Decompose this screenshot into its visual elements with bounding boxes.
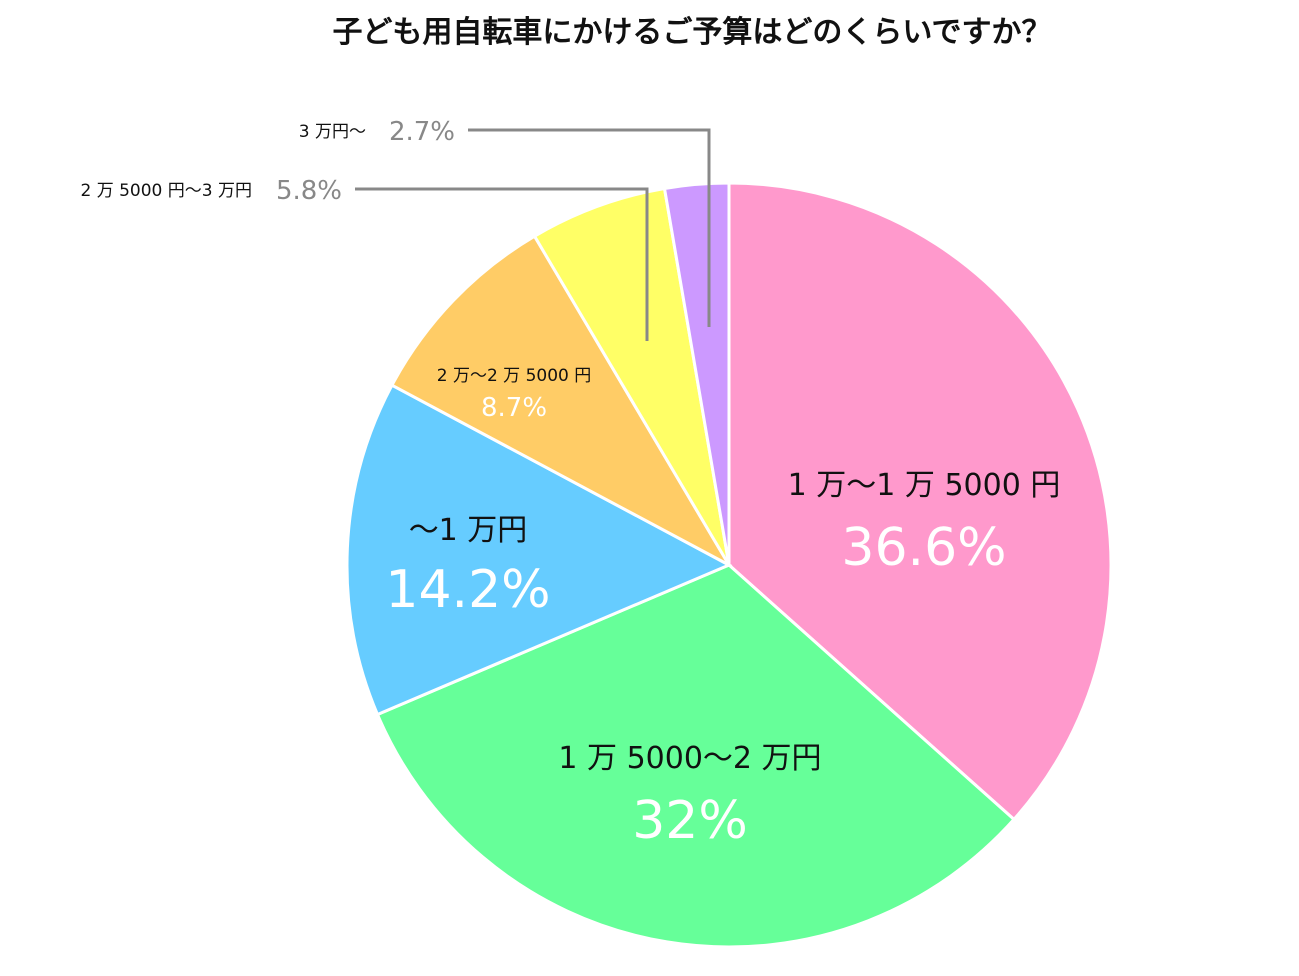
slice-value-2: 32%: [632, 791, 748, 851]
pie-slice-1: [727, 181, 1113, 822]
slice-value-3: 14.2%: [385, 560, 550, 620]
slice-value-6: 2.7%: [389, 117, 455, 147]
pie-slice-3: [345, 383, 733, 717]
leader-line-5: [355, 187, 649, 341]
slice-label-1: 1 万〜1 万 5000 円: [788, 468, 1061, 503]
slice-labels: 1 万〜1 万 5000 円 36.6% 1 万 5000〜2 万円 32% 〜1 万円…: [80, 117, 1060, 851]
pie-slice-6: [662, 181, 731, 566]
slice-label-5: 2 万 5000 円〜3 万円: [80, 181, 252, 201]
chart-title: 子ども用自転車にかけるご予算はどのくらいですか？: [332, 15, 1051, 50]
slice-value-5: 5.8%: [276, 176, 342, 206]
slice-value-1: 36.6%: [841, 518, 1006, 578]
pie-slices: [345, 181, 1113, 949]
pie-slice-2: [375, 563, 1017, 949]
slice-label-3: 〜1 万円: [409, 513, 528, 548]
pie-slice-4: [389, 234, 734, 569]
slice-label-6: 3 万円〜: [299, 122, 366, 142]
leader-line-6: [468, 128, 711, 327]
slice-value-4: 8.7%: [481, 393, 547, 423]
leader-lines: [355, 128, 711, 341]
slice-label-2: 1 万 5000〜2 万円: [558, 741, 821, 776]
slice-label-4: 2 万〜2 万 5000 円: [437, 366, 592, 386]
